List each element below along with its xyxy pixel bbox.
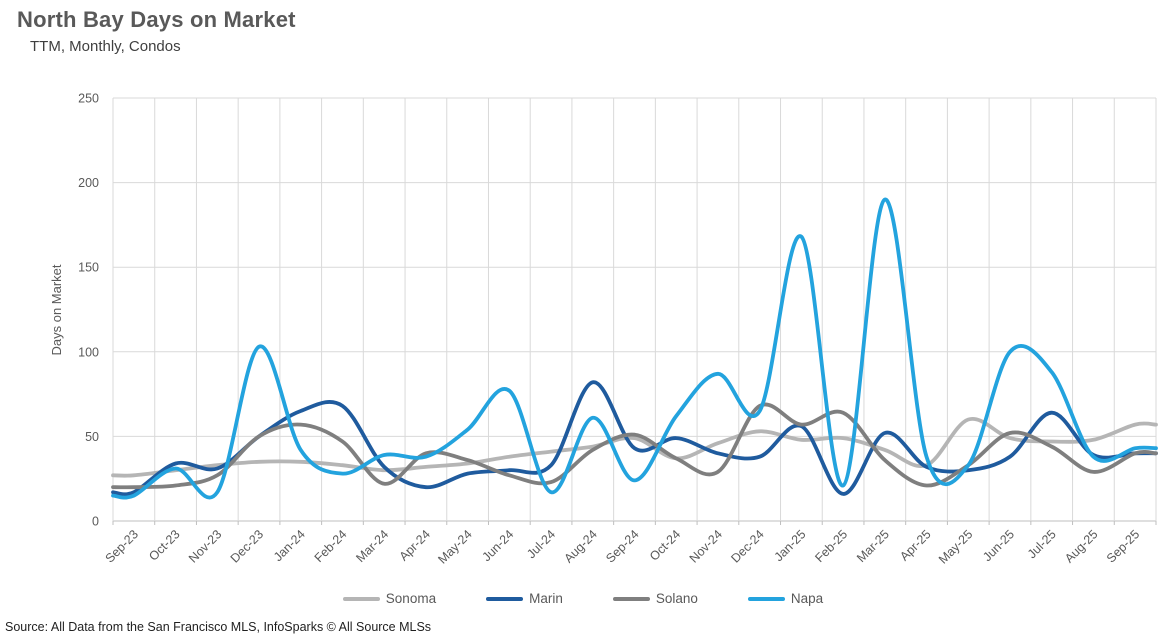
x-tick-label: Apr-25 xyxy=(897,527,933,563)
x-tick-label: Sep-24 xyxy=(603,527,641,565)
x-tick-label: Mar-24 xyxy=(353,527,391,565)
y-tick-label: 0 xyxy=(92,515,99,529)
x-tick-label: Dec-23 xyxy=(228,527,266,565)
legend-item-napa: Napa xyxy=(747,591,824,606)
series-lines xyxy=(111,197,1158,500)
page-subtitle: TTM, Monthly, Condos xyxy=(30,38,181,55)
legend-label: Sonoma xyxy=(385,591,437,606)
x-tick-label: Feb-25 xyxy=(812,527,850,565)
series-line-marin xyxy=(111,380,1158,497)
x-tick-label: Aug-24 xyxy=(561,527,599,565)
x-tick-label: Jun-24 xyxy=(480,527,517,564)
legend-swatch-sonoma xyxy=(342,596,380,601)
legend-label: Solano xyxy=(655,591,698,606)
y-tick-label: 100 xyxy=(78,345,99,359)
x-tick-label: Jan-25 xyxy=(772,527,809,564)
y-tick-label: 50 xyxy=(85,430,99,444)
legend-item-marin: Marin xyxy=(486,591,563,606)
page-title: North Bay Days on Market xyxy=(17,7,296,32)
series-line-solano xyxy=(111,402,1158,490)
legend-item-solano: Solano xyxy=(612,591,698,606)
y-tick-label: 250 xyxy=(78,92,99,106)
x-tick-label: Sep-25 xyxy=(1104,527,1142,565)
y-tick-label: 150 xyxy=(78,261,99,275)
legend-label: Napa xyxy=(790,591,824,606)
x-tick-label: May-24 xyxy=(435,527,474,566)
x-tick-label: Mar-25 xyxy=(854,527,892,565)
y-axis-title: Days on Market xyxy=(49,264,64,355)
x-tick-label: Oct-24 xyxy=(647,527,683,563)
series-line-sonoma xyxy=(111,416,1158,478)
x-tick-label: Aug-25 xyxy=(1062,527,1100,565)
source-note: Source: All Data from the San Francisco … xyxy=(5,620,432,634)
x-tick-label: Dec-24 xyxy=(728,527,766,565)
legend-item-sonoma: Sonoma xyxy=(342,591,437,606)
y-tick-label: 200 xyxy=(78,176,99,190)
gridlines xyxy=(112,97,1157,525)
legend-label: Marin xyxy=(529,591,563,606)
x-tick-label: Apr-24 xyxy=(397,527,433,563)
x-tick-label: Nov-24 xyxy=(687,527,725,565)
chart-legend: Sonoma Marin Solano Napa xyxy=(0,591,1166,606)
x-tick-label: Jan-24 xyxy=(271,527,308,564)
legend-swatch-solano xyxy=(612,596,650,601)
legend-swatch-napa xyxy=(747,596,785,601)
x-tick-label: Nov-23 xyxy=(186,527,224,565)
x-tick-label: Oct-23 xyxy=(146,527,182,563)
x-tick-label: Feb-24 xyxy=(312,527,350,565)
x-tick-label: May-25 xyxy=(936,527,975,566)
legend-swatch-marin xyxy=(486,596,524,601)
x-tick-label: Jul-24 xyxy=(524,527,558,561)
x-tick-label: Sep-23 xyxy=(103,527,141,565)
series-line-napa xyxy=(111,197,1158,500)
x-tick-label: Jun-25 xyxy=(980,527,1017,564)
x-tick-label: Jul-25 xyxy=(1025,527,1059,561)
